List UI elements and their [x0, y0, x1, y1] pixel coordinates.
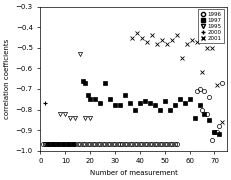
- 1997: [57, 143, 59, 146]
- 1995: [69, 117, 72, 119]
- 1997: [134, 108, 136, 111]
- 1997: [47, 143, 49, 146]
- 1995: [74, 117, 77, 119]
- 1995: [49, 143, 52, 146]
- 1997: [218, 133, 221, 135]
- 1997: [203, 112, 206, 115]
- 1997: [213, 131, 216, 133]
- 1997: [67, 143, 69, 146]
- 2001: [156, 43, 159, 45]
- 1995: [64, 112, 67, 115]
- 1997: [109, 98, 111, 100]
- 2001: [146, 40, 149, 43]
- 2001: [196, 40, 198, 43]
- 1997: [198, 104, 201, 107]
- 1997: [158, 108, 161, 111]
- 1996: [42, 143, 44, 146]
- 2001: [220, 121, 223, 123]
- 1997: [104, 82, 106, 84]
- 1997: [124, 94, 126, 96]
- 2001: [191, 39, 193, 41]
- 2001: [166, 43, 169, 45]
- 2001: [206, 47, 208, 49]
- 1995: [44, 143, 47, 146]
- 2001: [216, 84, 218, 86]
- 1996: [111, 143, 114, 146]
- Line: 1997: 1997: [46, 79, 221, 146]
- 1997: [71, 143, 74, 146]
- 2001: [186, 43, 188, 45]
- Line: 1996: 1996: [41, 81, 224, 147]
- 1995: [59, 112, 62, 115]
- 2001: [141, 36, 144, 39]
- 2001: [210, 47, 213, 49]
- 1997: [188, 98, 191, 100]
- 1997: [143, 100, 146, 102]
- X-axis label: Number of measurement: Number of measurement: [90, 170, 178, 176]
- 1997: [89, 98, 91, 100]
- 2001: [176, 34, 179, 37]
- 1997: [183, 102, 186, 104]
- Line: 1995: 1995: [43, 52, 92, 147]
- 1997: [81, 80, 84, 82]
- 1997: [139, 102, 141, 104]
- 1995: [89, 117, 91, 119]
- 1997: [193, 117, 196, 119]
- 1996: [208, 96, 211, 98]
- 1997: [94, 98, 97, 100]
- 2001: [171, 39, 173, 41]
- 2001: [161, 39, 164, 41]
- 1995: [54, 143, 57, 146]
- 1995: [79, 53, 82, 55]
- 2001: [201, 71, 203, 74]
- 1997: [149, 102, 151, 104]
- 1997: [99, 102, 101, 104]
- 1996: [67, 143, 69, 146]
- 1997: [128, 102, 131, 104]
- 1997: [61, 143, 64, 146]
- Line: 2001: 2001: [130, 31, 224, 124]
- 1996: [220, 82, 223, 84]
- 1997: [119, 104, 121, 107]
- 1997: [163, 100, 166, 102]
- 1995: [84, 117, 87, 119]
- Legend: 1996, 1997, 1995, 2000, 2001: 1996, 1997, 1995, 2000, 2001: [198, 9, 224, 43]
- 1997: [84, 82, 87, 84]
- 1996: [168, 143, 171, 146]
- 2001: [151, 34, 154, 37]
- Y-axis label: correlation coefficients: correlation coefficients: [4, 39, 10, 119]
- 1997: [173, 104, 176, 107]
- 1997: [114, 104, 116, 107]
- 2001: [131, 36, 134, 39]
- 2001: [181, 57, 183, 59]
- 1996: [81, 143, 84, 146]
- 1997: [178, 98, 181, 100]
- 1997: [86, 94, 89, 96]
- 2001: [136, 32, 139, 35]
- 1997: [153, 104, 156, 107]
- 1997: [168, 108, 171, 111]
- 1997: [52, 143, 54, 146]
- 1997: [208, 119, 211, 121]
- 1996: [91, 143, 94, 146]
